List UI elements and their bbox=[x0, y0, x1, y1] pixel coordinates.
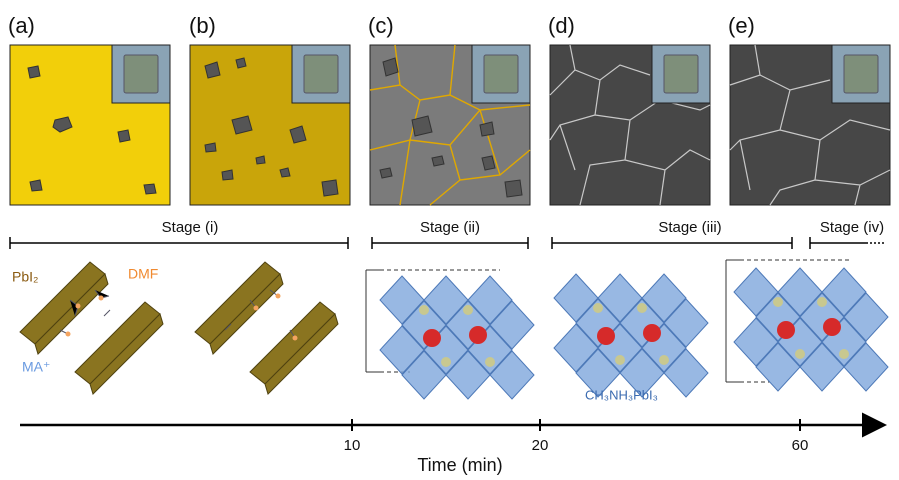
dmf-label: DMF bbox=[128, 266, 158, 282]
pbi2-layers bbox=[195, 262, 338, 394]
tick-label: 60 bbox=[792, 437, 809, 454]
panel-label: (e) bbox=[728, 13, 755, 38]
panel-d bbox=[550, 45, 710, 205]
perovskite bbox=[734, 268, 888, 391]
tick-label: 20 bbox=[532, 437, 549, 454]
figure: (a) (b) (c) (d) (e) Stage (i) Stage (ii)… bbox=[0, 0, 899, 480]
panel-label: (a) bbox=[8, 13, 35, 38]
perovskite bbox=[554, 274, 708, 397]
product-label: CH₃NH₃PbI₃ bbox=[585, 387, 658, 402]
panel-label: (d) bbox=[548, 13, 575, 38]
stage-label: Stage (iii) bbox=[658, 219, 721, 236]
panel-b bbox=[190, 45, 350, 205]
stage-label: Stage (iv) bbox=[820, 219, 884, 236]
tick-label: 10 bbox=[344, 437, 361, 454]
panel-c bbox=[370, 45, 530, 205]
ma-label: MA⁺ bbox=[22, 359, 50, 375]
panel-label: (b) bbox=[189, 13, 216, 38]
perovskite bbox=[380, 276, 534, 399]
panel-label: (c) bbox=[368, 13, 394, 38]
panel-a bbox=[10, 45, 170, 205]
panel-e bbox=[730, 45, 890, 205]
axis-title: Time (min) bbox=[417, 455, 502, 475]
stage-label: Stage (i) bbox=[162, 219, 219, 236]
stage-bars bbox=[10, 237, 886, 249]
pbi2-label: PbI₂ bbox=[12, 269, 38, 285]
stage-label: Stage (ii) bbox=[420, 219, 480, 236]
